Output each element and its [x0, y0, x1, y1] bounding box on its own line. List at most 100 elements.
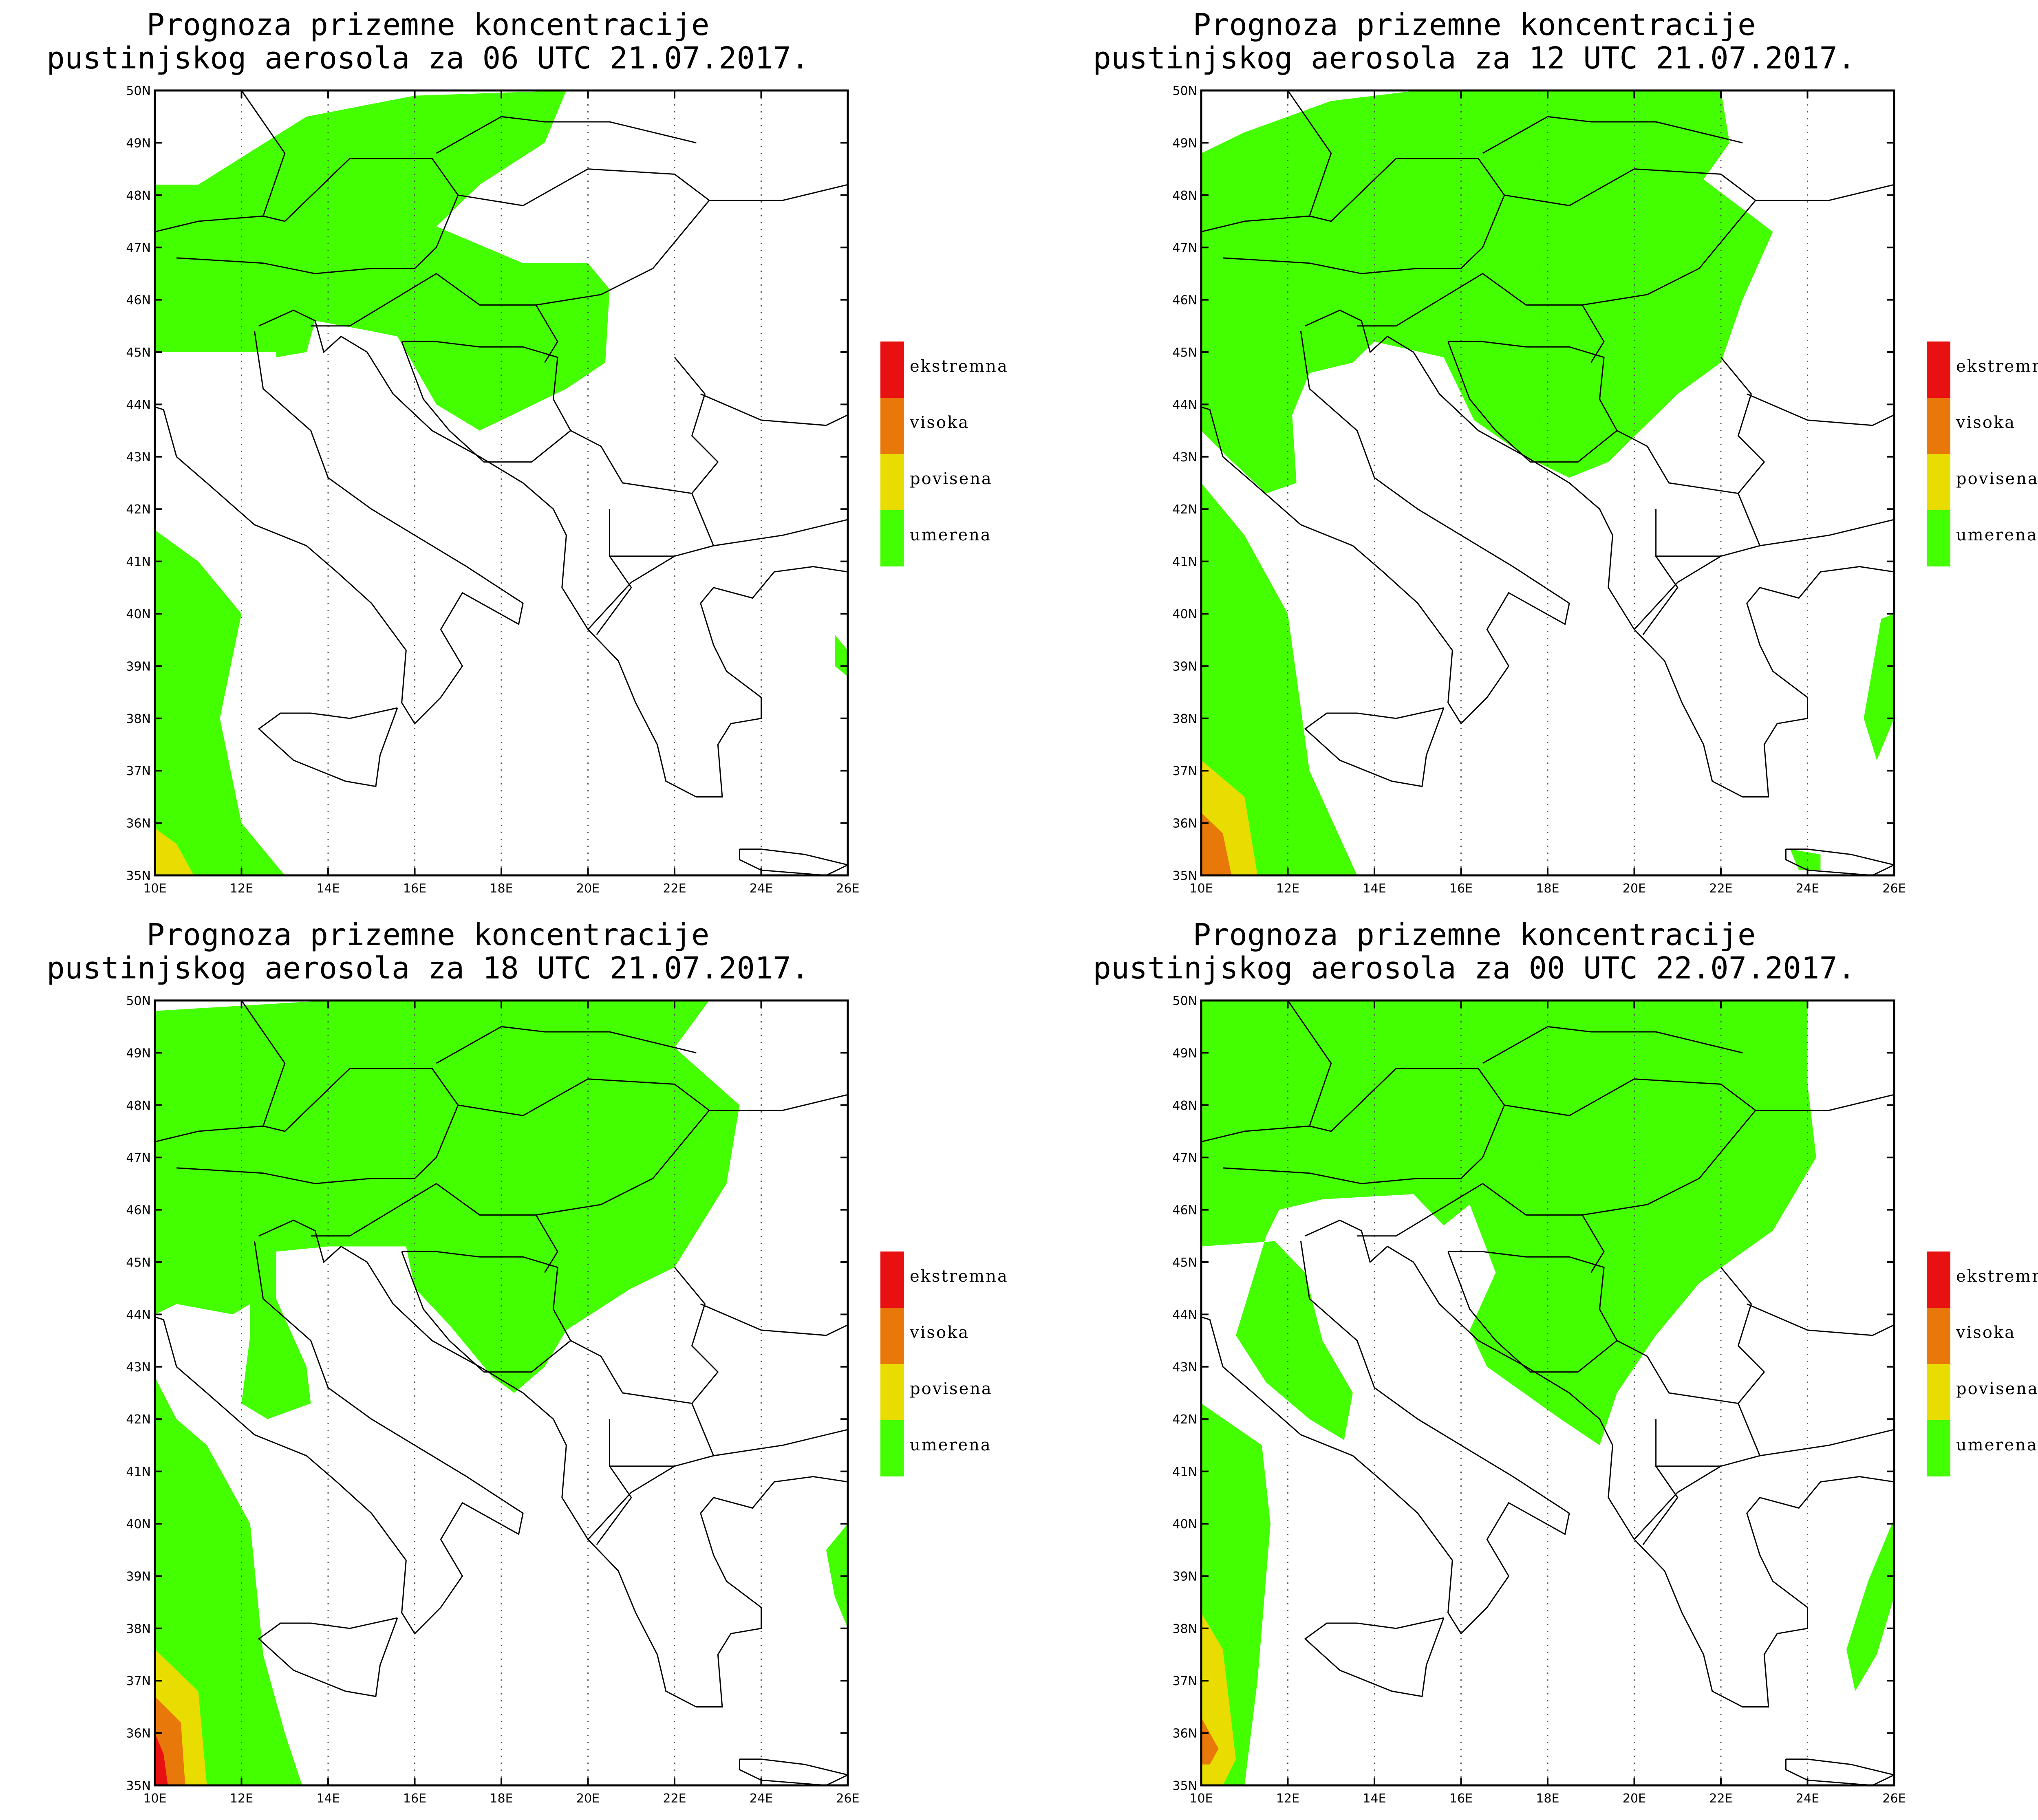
aerosol-umerena-area	[1846, 1518, 1894, 1691]
legend-item-povisena: povisena	[880, 454, 1043, 510]
legend-swatch	[880, 454, 904, 510]
lat-tick-label: 50N	[1172, 994, 1197, 1008]
lat-tick-label: 49N	[126, 1046, 151, 1060]
legend-label: visoka	[910, 1323, 970, 1342]
legend-swatch	[1927, 398, 1950, 454]
country-border	[401, 1251, 571, 1373]
country-border	[311, 1183, 558, 1273]
country-border	[1634, 555, 1721, 630]
lon-tick-label: 22E	[663, 1791, 686, 1806]
map-frame: 50N 49N 48N 47N 46N 45N 44N 43N 42N 41N 40N 39N 38N 3…	[126, 84, 859, 896]
lat-tick-label: 45N	[1172, 346, 1197, 360]
lat-tick-label: 44N	[1172, 398, 1197, 412]
lat-tick-label: 45N	[126, 1256, 151, 1270]
map-frame: 50N 49N 48N 47N 46N 45N 44N 43N 42N 41N 40N 39N 38N 3…	[1172, 84, 1906, 896]
aerosol-umerena-area	[155, 1377, 302, 1785]
country-border	[458, 1078, 710, 1216]
lat-tick-label: 44N	[126, 1308, 151, 1322]
lon-tick-label: 24E	[1796, 1791, 1819, 1806]
legend-label: visoka	[1956, 1323, 2016, 1342]
country-border	[596, 555, 632, 635]
country-border	[1747, 1303, 1894, 1336]
legend-item-ekstremna: ekstremna	[880, 342, 1043, 398]
legend-label: povisena	[1956, 1379, 2038, 1398]
lat-tick-label: 42N	[126, 502, 151, 517]
legend-item-umerena: umerena	[1927, 1420, 2038, 1476]
lat-tick-label: 40N	[126, 607, 151, 621]
lon-tick-label: 10E	[143, 1791, 166, 1806]
lat-tick-label: 37N	[126, 764, 151, 778]
country-border	[1720, 1267, 1765, 1404]
forecast-panel-18utc: Prognoza prizemne koncentracije pustinjs…	[0, 910, 1046, 1820]
lat-tick-label: 46N	[126, 293, 151, 308]
country-border	[700, 393, 848, 426]
map-layers	[155, 90, 848, 875]
lon-tick-label: 14E	[316, 881, 340, 896]
map-layers	[155, 1000, 848, 1785]
coastline	[1201, 331, 1570, 725]
lon-tick-label: 14E	[1363, 881, 1386, 896]
lat-tick-label: 35N	[1172, 869, 1197, 883]
lat-tick-label: 48N	[1172, 189, 1197, 203]
legend-swatch	[1927, 1252, 1950, 1308]
legend-swatch	[880, 1420, 904, 1476]
country-border	[1720, 357, 1765, 494]
country-border	[1447, 341, 1618, 463]
lat-tick-label: 43N	[126, 1360, 151, 1375]
panel-title-line1: Prognoza prizemne koncentracije	[146, 7, 710, 42]
legend-label: umerena	[1956, 1436, 2038, 1454]
country-border	[570, 430, 715, 557]
country-border	[1642, 1465, 1678, 1545]
coastline	[739, 848, 848, 875]
panel-title-line1: Prognoza prizemne koncentracije	[146, 917, 710, 952]
country-border	[1357, 273, 1605, 363]
legend-item-umerena: umerena	[880, 510, 1043, 566]
legend-label: povisena	[910, 1379, 993, 1398]
lon-tick-label: 14E	[316, 1791, 340, 1806]
country-border	[1617, 1340, 1761, 1467]
lon-tick-label: 18E	[1536, 881, 1559, 896]
lat-tick-label: 50N	[1172, 84, 1197, 98]
country-border	[1287, 90, 1332, 216]
country-border	[713, 519, 848, 546]
forecast-panel-00utc: Prognoza prizemne koncentracije pustinjs…	[1046, 910, 2038, 1820]
lat-tick-label: 43N	[1172, 450, 1197, 465]
country-border	[311, 273, 558, 363]
legend-label: visoka	[910, 413, 970, 432]
lat-tick-label: 43N	[126, 450, 151, 465]
country-border	[700, 1303, 848, 1336]
coastline	[1785, 848, 1894, 875]
lat-tick-label: 45N	[1172, 1256, 1197, 1270]
lon-tick-label: 16E	[403, 1791, 426, 1806]
country-border	[709, 1094, 848, 1111]
aerosol-umerena-area	[826, 1524, 848, 1628]
legend-label: umerena	[1956, 526, 2038, 544]
lon-tick-label: 26E	[1882, 881, 1906, 896]
lat-tick-label: 47N	[1172, 1151, 1197, 1165]
country-border	[1634, 1465, 1721, 1540]
legend-item-ekstremna: ekstremna	[880, 1252, 1043, 1308]
legend-item-povisena: povisena	[1927, 454, 2038, 510]
legend-item-visoka: visoka	[1927, 1308, 2038, 1364]
lat-tick-label: 37N	[1172, 1674, 1197, 1688]
country-border	[458, 168, 710, 306]
lon-tick-label: 18E	[1536, 1791, 1559, 1806]
coastline	[258, 1617, 398, 1697]
lat-tick-label: 42N	[1172, 1412, 1197, 1427]
lat-tick-label: 36N	[126, 1727, 151, 1741]
country-border	[1357, 1183, 1605, 1273]
legend-item-ekstremna: ekstremna	[1927, 1252, 2038, 1308]
coastline	[258, 707, 398, 787]
legend-swatch	[880, 1364, 904, 1420]
legend-item-umerena: umerena	[880, 1420, 1043, 1476]
lat-tick-label: 40N	[126, 1517, 151, 1531]
country-border	[1760, 1429, 1894, 1456]
lon-tick-label: 16E	[403, 881, 426, 896]
legend-label: visoka	[1956, 413, 2016, 432]
lon-tick-label: 18E	[490, 881, 513, 896]
legend: ekstremna visoka povisena umerena	[880, 342, 1043, 570]
coastline	[258, 309, 848, 798]
lat-tick-label: 40N	[1172, 1517, 1197, 1531]
lon-tick-label: 26E	[1882, 1791, 1906, 1806]
lat-tick-label: 47N	[126, 241, 151, 255]
